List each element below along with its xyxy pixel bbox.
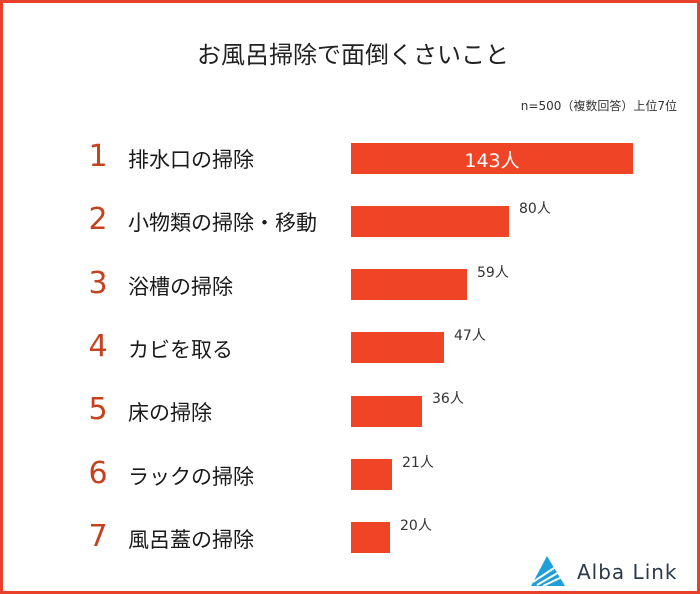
- category-label: 小物類の掃除・移動: [128, 211, 317, 236]
- value-label: 21人: [402, 454, 434, 471]
- category-label: 床の掃除: [128, 401, 212, 426]
- rank-number: 4: [88, 328, 108, 364]
- category-label: カビを取る: [128, 337, 233, 362]
- bar: [351, 205, 509, 237]
- rank-number: 5: [88, 392, 108, 428]
- brand-logo: Alba Link: [527, 552, 697, 588]
- chart-title: お風呂掃除で面倒くさいこと: [197, 41, 509, 69]
- category-label: 排水口の掃除: [128, 148, 254, 172]
- category-label: 浴槽の掃除: [128, 274, 233, 299]
- value-label: 80人: [519, 201, 551, 218]
- value-label: 20人: [400, 517, 432, 534]
- brand-name: Alba Link: [577, 560, 678, 584]
- value-label: 59人: [477, 264, 509, 281]
- rank-number: 7: [88, 518, 108, 554]
- rank-number: 2: [88, 202, 108, 238]
- rank-number: 3: [88, 265, 108, 301]
- value-label: 143人: [464, 150, 520, 172]
- bar: [351, 522, 390, 554]
- triangle-logo-icon: [531, 556, 565, 587]
- bar: [351, 459, 392, 490]
- bar: [351, 332, 444, 364]
- value-label: 47人: [454, 327, 486, 344]
- category-label: ラックの掃除: [128, 464, 254, 489]
- category-label: 風呂蓋の掃除: [128, 527, 254, 552]
- bar: [351, 269, 467, 301]
- rank-number: 6: [88, 455, 108, 491]
- rank-number: 1: [88, 139, 108, 174]
- value-label: 36人: [432, 391, 464, 408]
- sample-note: n=500（複数回答）上位7位: [520, 99, 677, 113]
- bar: [351, 395, 422, 427]
- bar: [351, 142, 633, 174]
